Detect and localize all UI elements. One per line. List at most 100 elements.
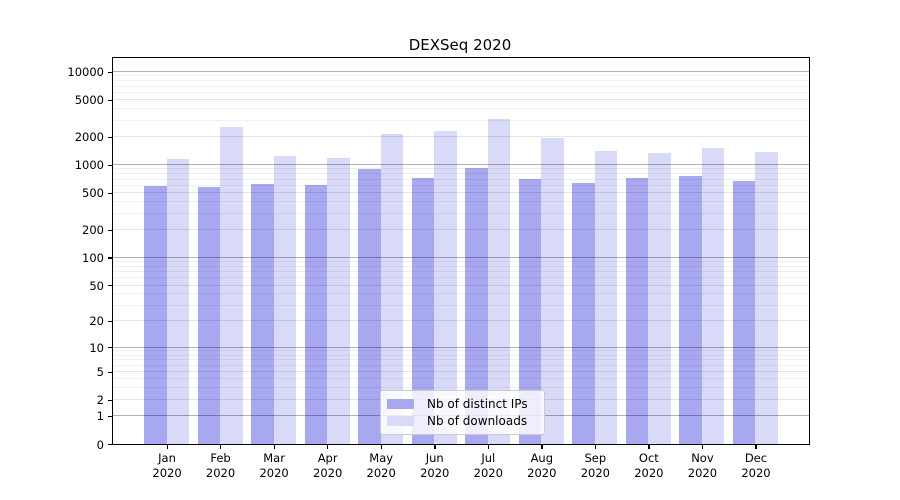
legend-label-downloads: Nb of downloads <box>427 414 528 428</box>
gridline <box>113 265 809 267</box>
gridline <box>113 71 809 73</box>
y-tick-label: 10000 <box>67 65 104 80</box>
y-tick-label: 2 <box>96 393 104 408</box>
y-tick-label: 100 <box>82 250 104 265</box>
x-tick <box>541 444 543 449</box>
gridline <box>113 80 809 82</box>
gridline <box>113 108 809 110</box>
gridline <box>113 320 809 322</box>
gridline <box>113 212 809 214</box>
gridline <box>113 168 809 170</box>
x-tick-label: May 2020 <box>366 450 396 481</box>
bar-downloads <box>273 156 297 444</box>
gridline <box>113 99 809 101</box>
gridline <box>113 178 809 180</box>
bar-downloads <box>380 133 404 444</box>
x-tick-label: Sep 2020 <box>580 450 610 481</box>
bar-downloads <box>166 159 190 444</box>
bar-distinct-ips <box>625 177 649 444</box>
y-tick <box>108 320 112 323</box>
bar-distinct-ips <box>679 176 702 444</box>
bar-distinct-ips <box>411 178 435 444</box>
gridline <box>113 371 809 373</box>
y-tick <box>108 229 112 231</box>
gridline <box>113 293 809 295</box>
chart-title: DEXSeq 2020 <box>408 36 512 54</box>
legend-label-distinct-ips: Nb of distinct IPs <box>427 397 528 411</box>
y-tick-label: 1 <box>96 409 104 424</box>
y-tick-label: 500 <box>82 186 104 201</box>
y-tick-label: 20 <box>89 314 104 329</box>
gridline <box>113 119 809 121</box>
bar-distinct-ips <box>251 184 274 444</box>
legend-swatch-distinct-ips <box>387 398 414 410</box>
gridline <box>113 164 809 166</box>
gridline <box>113 136 809 138</box>
x-tick <box>166 444 168 449</box>
x-tick <box>273 444 275 449</box>
gridline <box>113 364 809 366</box>
gridline <box>113 256 809 258</box>
gridline <box>113 261 809 263</box>
gridline <box>113 173 809 175</box>
y-tick-label: 1000 <box>74 158 104 173</box>
x-tick <box>380 444 382 449</box>
gridline <box>113 277 809 279</box>
gridline <box>113 271 809 273</box>
gridline <box>113 346 809 348</box>
bar-distinct-ips <box>572 183 595 444</box>
x-tick <box>434 444 436 449</box>
bar-distinct-ips <box>465 167 488 444</box>
y-tick <box>108 371 112 373</box>
y-tick-label: 2000 <box>74 130 104 145</box>
y-tick-label: 5000 <box>74 93 104 108</box>
y-tick <box>108 136 112 138</box>
y-tick-label: 50 <box>89 278 104 293</box>
gridline <box>113 350 809 352</box>
x-tick-label: Jan 2020 <box>152 450 182 481</box>
x-tick-label: Jun 2020 <box>420 450 450 481</box>
bar-downloads <box>594 151 618 444</box>
gridline <box>113 91 809 93</box>
gridline <box>113 184 809 186</box>
x-tick <box>648 444 650 449</box>
legend-swatch-downloads <box>387 415 414 427</box>
gridline <box>113 284 809 286</box>
x-tick-label: Nov 2020 <box>687 450 718 481</box>
gridline <box>113 85 809 87</box>
y-tick <box>108 71 112 73</box>
bar-downloads <box>487 118 511 444</box>
x-tick-label: Aug 2020 <box>527 450 557 481</box>
legend-entry-distinct-ips: Nb of distinct IPs <box>387 397 538 411</box>
y-tick-label: 10 <box>89 340 104 355</box>
x-tick <box>220 444 222 449</box>
bar-distinct-ips <box>304 185 328 444</box>
y-tick <box>108 285 112 287</box>
x-tick-label: Feb 2020 <box>205 450 236 481</box>
x-tick-label: Oct 2020 <box>634 450 664 481</box>
gridline <box>113 229 809 231</box>
y-tick <box>108 444 112 446</box>
gridline <box>113 387 809 389</box>
x-tick <box>701 444 704 449</box>
gridline <box>113 378 809 380</box>
x-tick <box>327 444 329 449</box>
bar-downloads <box>434 130 457 444</box>
gridline <box>113 354 809 356</box>
y-tick <box>108 164 112 166</box>
bar-distinct-ips <box>358 168 381 444</box>
x-tick <box>487 444 490 449</box>
y-tick <box>108 347 112 349</box>
bar-distinct-ips <box>518 179 542 444</box>
gridline <box>113 304 809 306</box>
x-tick-label: Dec 2020 <box>741 450 771 481</box>
bar-distinct-ips <box>732 180 756 444</box>
x-tick <box>594 444 597 449</box>
x-tick-label: Apr 2020 <box>313 450 343 481</box>
y-tick <box>108 399 112 401</box>
y-tick <box>108 257 112 259</box>
x-tick-label: Jul 2020 <box>473 450 503 481</box>
y-tick-label: 200 <box>82 223 104 238</box>
y-tick-label: 5 <box>96 365 104 380</box>
plot-area <box>112 57 810 445</box>
